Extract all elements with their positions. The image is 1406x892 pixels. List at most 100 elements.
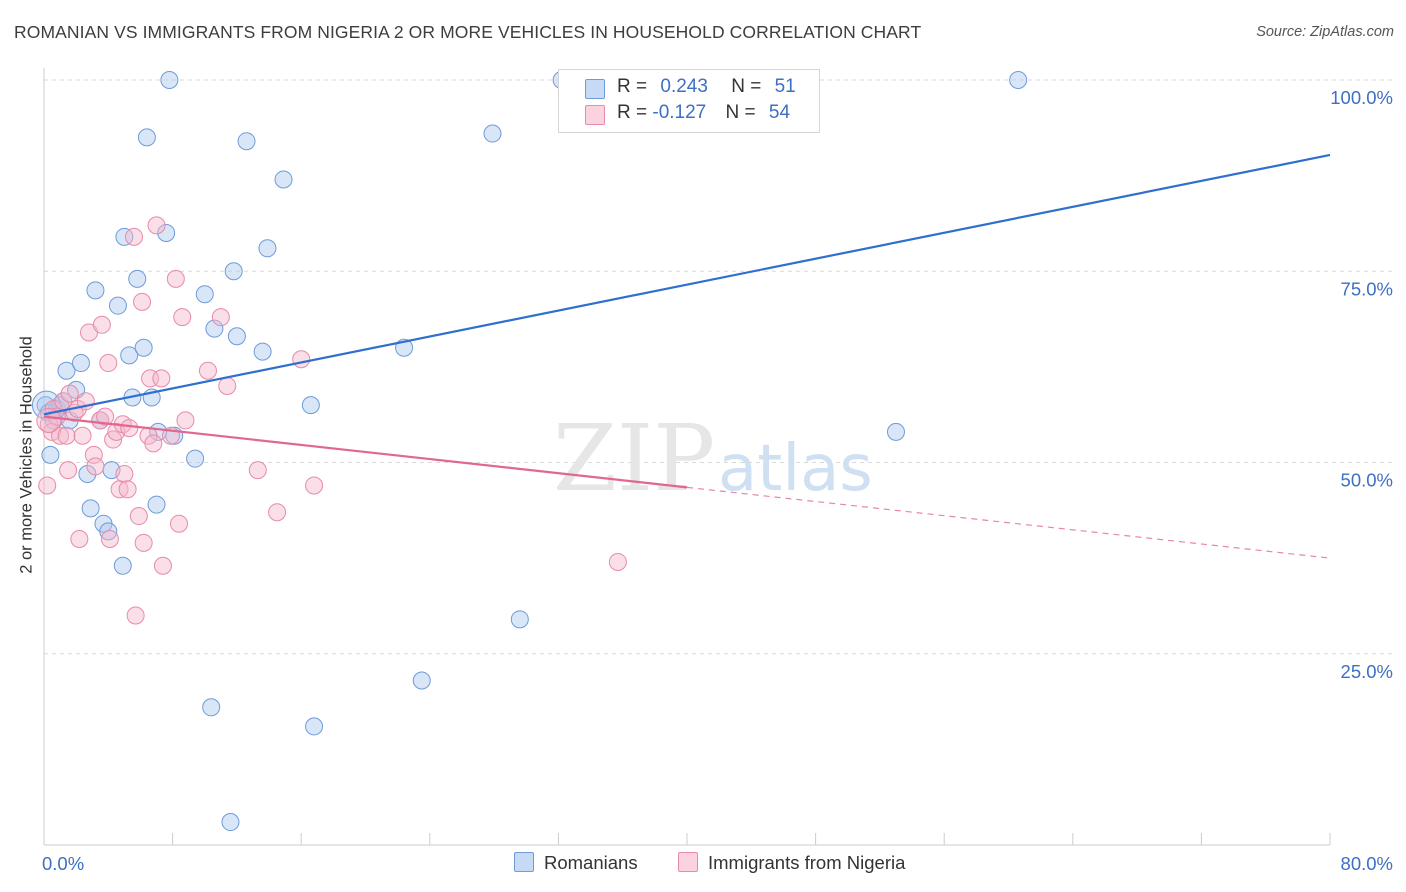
nigeria-point (38, 476, 57, 495)
nigeria-point (166, 269, 185, 288)
nigeria-point (292, 350, 311, 369)
legend-n-value: 54 (768, 102, 791, 123)
bottom-legend-label: Immigrants from Nigeria (708, 852, 906, 873)
nigeria-point (134, 533, 153, 552)
nigeria-point (305, 476, 324, 495)
romanians-point (134, 338, 153, 357)
nigeria-point (176, 411, 195, 430)
nigeria-point (125, 227, 144, 246)
romanians-point (886, 422, 905, 441)
nigeria-point (211, 308, 230, 327)
nigeria-point (96, 407, 115, 426)
nigeria-point (198, 361, 217, 380)
y-tick-label: 75.0% (1341, 278, 1393, 299)
axes (43, 68, 1331, 846)
nigeria-point (70, 530, 89, 548)
x-tick-label-end: 80.0% (1341, 853, 1393, 874)
romanians-point (1009, 71, 1028, 89)
nigeria-point (153, 556, 172, 575)
nigeria-point (100, 530, 119, 548)
nigeria-point (147, 216, 166, 235)
nigeria-point (84, 445, 103, 464)
romanians-point (227, 327, 246, 346)
romanians-point (115, 227, 134, 246)
nigeria-point (133, 292, 152, 311)
nigeria-point (126, 606, 145, 625)
nigeria-point (120, 419, 139, 438)
romanians-point (128, 269, 147, 288)
nigeria-point (51, 426, 70, 445)
romanians-point (71, 354, 90, 373)
legend-r-label: R = (617, 76, 653, 97)
grid-lines (44, 79, 1392, 655)
romanians-point (86, 281, 105, 300)
legend-swatch-romanians (585, 79, 605, 99)
nigeria-point (152, 369, 171, 388)
bottom-legend-romanians: Romanians (514, 852, 638, 876)
legend-r-value: -0.127 (652, 102, 707, 123)
romanians-point (224, 262, 243, 281)
romanians-point (205, 319, 224, 338)
watermark-zip: ZIP (553, 405, 715, 512)
romanians-point (113, 556, 132, 575)
trend-lines (43, 153, 1331, 559)
romanians-point (108, 296, 127, 315)
romanians-point (99, 522, 118, 541)
romanians-point (186, 449, 205, 468)
romanians-point (305, 717, 324, 736)
nigeria-point (92, 315, 111, 334)
romanians-point (221, 813, 240, 832)
watermark-atlas: atlas (718, 432, 873, 506)
romanians-point (258, 239, 277, 258)
nigeria-point (36, 407, 62, 433)
romanians-point (137, 128, 156, 147)
nigeria-point (99, 354, 118, 373)
bottom-legend-label: Romanians (544, 852, 638, 873)
nigeria-point (57, 426, 76, 445)
y-tick-label: 50.0% (1341, 470, 1393, 491)
romanians-point (237, 132, 256, 151)
romanians-point (120, 346, 139, 365)
y-tick-label: 25.0% (1341, 661, 1393, 682)
legend-r-label: R = (617, 102, 653, 123)
nigeria-point (170, 514, 189, 533)
nigeria-trend-line (43, 415, 688, 489)
nigeria-point (144, 434, 163, 453)
bottom-legend-swatch-nigeria (678, 852, 698, 872)
romanians-point (253, 342, 272, 361)
romanians-point (202, 698, 221, 717)
bottom-legend-nigeria: Immigrants from Nigeria (678, 852, 905, 876)
source-label: Source: ZipAtlas.com (1256, 24, 1394, 40)
chart-title: ROMANIAN VS IMMIGRANTS FROM NIGERIA 2 OR… (14, 22, 922, 42)
legend-n-label: N = (725, 102, 761, 123)
romanians-point (510, 610, 529, 629)
romanians-trend-line (43, 153, 1331, 416)
nigeria-point (129, 507, 148, 526)
y-axis-title: 2 or more Vehicles in Household (17, 336, 36, 574)
nigeria-point (218, 377, 237, 395)
romanians-point (274, 170, 293, 189)
x-tick-label-start: 0.0% (42, 853, 84, 874)
legend-n-value: 51 (774, 76, 796, 97)
correlation-legend: R = 0.243 N = 51 R = -0.127 N = 54 (558, 69, 820, 133)
nigeria-point (115, 464, 134, 483)
tick-labels: 100.0% 75.0% 50.0% 25.0% 0.0% 80.0% (42, 87, 1393, 874)
romanians-point (41, 445, 60, 464)
romanians-point (483, 124, 502, 143)
romanians-point (147, 495, 166, 514)
legend-r-value: 0.243 (660, 76, 708, 97)
watermark: ZIP atlas (553, 405, 873, 512)
nigeria-trend-line-dashed (686, 486, 1331, 559)
nigeria-point (248, 461, 267, 480)
romanians-point (157, 224, 176, 242)
romanians-point (81, 499, 100, 518)
romanians-point (160, 71, 179, 89)
nigeria-point (73, 426, 92, 445)
data-points (31, 71, 1028, 832)
nigeria-point (268, 503, 287, 522)
romanians-point (412, 671, 431, 690)
nigeria-point (60, 384, 79, 403)
nigeria-point (173, 308, 192, 327)
nigeria-point (608, 552, 627, 571)
